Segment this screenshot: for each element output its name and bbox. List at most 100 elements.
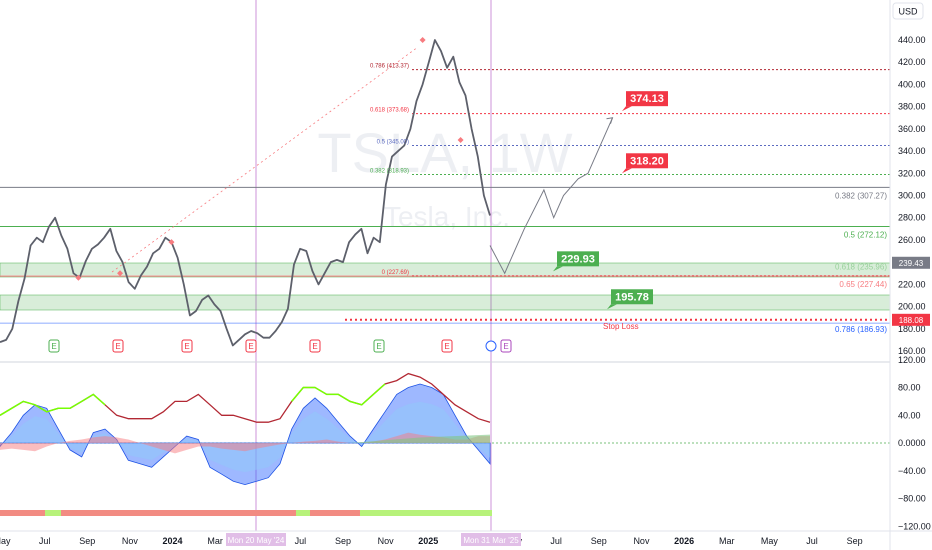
level-label: 0.786 (186.93) — [835, 325, 887, 334]
currency-button[interactable]: USD — [892, 2, 924, 20]
price-axis-tick[interactable]: 160.00 — [898, 346, 926, 356]
time-axis-tick[interactable]: Nov — [633, 536, 650, 546]
time-axis-tick[interactable]: May — [761, 536, 779, 546]
time-axis-tick[interactable]: Sep — [847, 536, 863, 546]
earnings-marker-label[interactable]: E — [248, 342, 253, 351]
current-price-badge — [892, 256, 930, 269]
trend-color-bar — [0, 510, 492, 516]
price-axis-tick[interactable]: 260.00 — [898, 235, 926, 245]
time-axis-tick[interactable]: Sep — [79, 536, 95, 546]
time-axis-tick[interactable]: Mar — [719, 536, 735, 546]
date-highlight-badge — [226, 533, 286, 546]
price-line — [0, 39, 491, 347]
oscillator-axis-tick[interactable]: 120.00 — [898, 355, 926, 365]
date-markers — [255, 0, 492, 531]
date-highlight-badge — [461, 533, 521, 546]
time-axis-tick[interactable]: Nov — [122, 536, 139, 546]
time-axis-tick[interactable]: May — [0, 536, 11, 546]
lightning-icon[interactable] — [485, 340, 497, 352]
earnings-marker-box[interactable] — [309, 339, 321, 353]
time-axis-tick[interactable]: Sep — [591, 536, 607, 546]
price-axis-tick[interactable]: 340.00 — [898, 146, 926, 156]
stop-loss-badge — [892, 313, 930, 326]
time-axis-tick[interactable]: Sep — [335, 536, 351, 546]
price-axis-tick[interactable]: 420.00 — [898, 57, 926, 67]
earnings-marker-box[interactable] — [181, 339, 193, 353]
oscillator-band — [0, 432, 490, 454]
oscillator-axis-tick[interactable]: −120.00 — [898, 521, 931, 531]
price-axis[interactable]: 160.00180.00200.00220.00240.00260.00280.… — [892, 35, 930, 356]
earnings-marker-box[interactable] — [112, 339, 124, 353]
earnings-marker-label[interactable]: E — [376, 342, 381, 351]
target-label-pointer — [607, 304, 617, 310]
oscillator-axis[interactable]: −120.00 −80.00 −40.00 0.0000 40.00 80.00 120.0… — [898, 355, 931, 532]
oscillator-series — [0, 372, 890, 486]
earnings-marker-label[interactable]: E — [184, 342, 189, 351]
watermark-title: TSLA, 1W — [317, 121, 572, 184]
support-zones — [0, 262, 891, 311]
currency-button-frame[interactable] — [892, 2, 924, 20]
price-axis-tick[interactable]: 180.00 — [898, 324, 926, 334]
target-label-pointer — [553, 266, 563, 272]
trend-bar-segment — [296, 510, 310, 516]
oscillator-axis-tick[interactable]: −80.00 — [898, 494, 926, 504]
price-axis-tick[interactable]: 360.00 — [898, 124, 926, 134]
earnings-marker-label[interactable]: E — [503, 342, 508, 351]
oscillator-band-green — [350, 434, 490, 443]
target-label-text: 195.78 — [615, 291, 649, 303]
currency-label[interactable]: USD — [898, 7, 918, 17]
fib-level-label: 0.618 (373.68) — [370, 108, 409, 114]
earnings-marker-box[interactable] — [500, 339, 512, 353]
price-axis-tick[interactable]: 200.00 — [898, 302, 926, 312]
earnings-marker-label[interactable]: E — [51, 342, 56, 351]
time-axis-tick[interactable]: Jul — [39, 536, 51, 546]
earnings-marker-box[interactable] — [373, 339, 385, 353]
time-axis-tick[interactable]: Mar — [207, 536, 223, 546]
oscillator-axis-tick[interactable]: 80.00 — [898, 383, 921, 393]
time-axis-tick[interactable]: Nov — [378, 536, 395, 546]
oscillator-axis-tick[interactable]: 40.00 — [898, 410, 921, 420]
fib-level-label: 0.382 (318.93) — [370, 168, 409, 174]
trend-bar-segment — [0, 510, 45, 516]
earnings-marker-label[interactable]: E — [115, 342, 120, 351]
signal-line-green — [291, 383, 386, 406]
stop-loss-label: Stop Loss — [603, 322, 639, 331]
projected-path-line — [489, 117, 613, 275]
signal-marker — [117, 270, 124, 277]
time-axis-tick[interactable]: 2026 — [674, 536, 694, 546]
level-label: 0.382 (307.27) — [835, 191, 887, 200]
price-axis-tick[interactable]: 280.00 — [898, 213, 926, 223]
time-axis-tick[interactable]: 2024 — [163, 536, 183, 546]
oscillator-axis-tick[interactable]: 0.0000 — [898, 438, 926, 448]
projection-arrowhead — [606, 117, 614, 124]
target-label-box — [626, 91, 668, 107]
time-axis-tick[interactable]: Jul — [550, 536, 562, 546]
fib-level-label: 0.786 (413.37) — [370, 64, 409, 70]
price-axis-tick[interactable]: 220.00 — [898, 279, 926, 289]
earnings-marker-box[interactable] — [441, 339, 453, 353]
earnings-marker-label[interactable]: E — [312, 342, 317, 351]
price-axis-tick[interactable]: 320.00 — [898, 168, 926, 178]
date-highlight-label: Mon 31 Mar '25 — [463, 536, 519, 545]
earnings-marker-box[interactable] — [48, 339, 60, 353]
time-axis-tick[interactable]: Jul — [295, 536, 307, 546]
earnings-marker-box[interactable] — [245, 339, 257, 353]
signal-line-green — [0, 393, 106, 416]
time-axis-tick[interactable]: Jul — [806, 536, 818, 546]
target-label-text: 374.13 — [630, 93, 664, 105]
fib-diagonal — [111, 46, 419, 273]
fib-diagonal-line — [111, 46, 419, 273]
time-axis-tick[interactable]: 2025 — [418, 536, 438, 546]
price-axis-tick[interactable]: 440.00 — [898, 35, 926, 45]
price-axis-tick[interactable]: 380.00 — [898, 102, 926, 112]
price-axis-tick[interactable]: 300.00 — [898, 191, 926, 201]
current-price-label: 239.43 — [899, 259, 924, 268]
horizontal-levels: 0.382 (307.27) 0.5 (272.12) 0.65 (227.44) 0… — [0, 186, 890, 334]
fib-labels: 0.786 (413.37) 0.618 (373.68) 0.5 (345.00)… — [370, 64, 409, 276]
time-axis[interactable]: MayJulSepNov2024MarMayJulSepNov2025MarMa… — [0, 533, 863, 546]
price-axis-tick[interactable]: 400.00 — [898, 79, 926, 89]
oscillator-axis-tick[interactable]: −40.00 — [898, 466, 926, 476]
earnings-marker-label[interactable]: E — [444, 342, 449, 351]
